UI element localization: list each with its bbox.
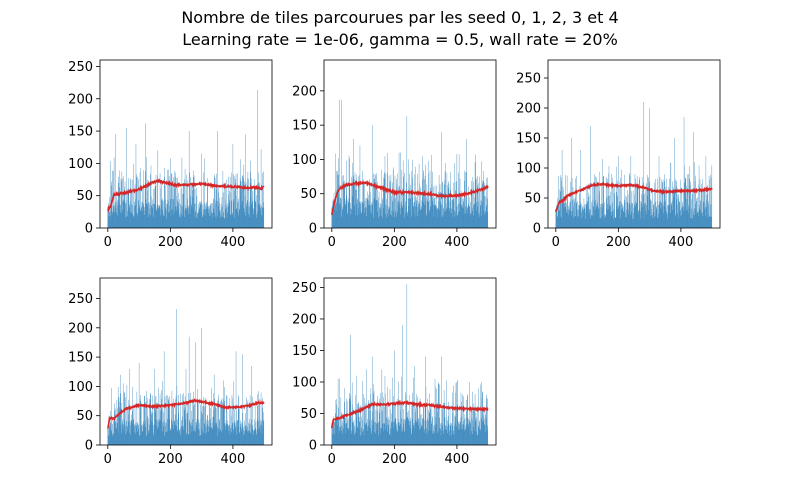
average-line-seed-2: [555, 181, 713, 212]
y-tick-label: 0: [309, 222, 317, 237]
y-tick-label: 250: [68, 292, 93, 307]
y-tick-label: 200: [68, 92, 93, 107]
x-tick-label: 0: [552, 235, 560, 250]
x-tick-label: 0: [328, 452, 336, 467]
y-tick-label: 50: [76, 189, 93, 204]
y-tick-label: 150: [292, 119, 317, 134]
y-tick-label: 50: [300, 187, 317, 202]
bars-seed-4: [331, 284, 489, 445]
figure-title-line2: Learning rate = 1e-06, gamma = 0.5, wall…: [182, 30, 618, 49]
axes-frame: [323, 277, 497, 446]
x-tick-label: 400: [220, 452, 245, 467]
y-tick-label: 200: [292, 84, 317, 99]
y-tick-label: 100: [292, 153, 317, 168]
x-tick-label: 0: [104, 235, 112, 250]
y-tick-label: 150: [68, 351, 93, 366]
y-tick-label: 100: [68, 157, 93, 172]
x-tick-label: 400: [444, 235, 469, 250]
average-line-seed-4: [331, 399, 489, 429]
x-tick-label: 400: [444, 452, 469, 467]
y-tick-label: 150: [68, 125, 93, 140]
y-tick-label: 100: [292, 375, 317, 390]
y-tick-label: 250: [68, 60, 93, 75]
x-tick-label: 0: [328, 235, 336, 250]
y-tick-label: 200: [292, 312, 317, 327]
average-line-seed-3: [107, 397, 265, 429]
y-tick-label: 100: [516, 162, 541, 177]
x-tick-label: 400: [668, 235, 693, 250]
subplot-seed-4: 0 200 400 0 50 100 150 200 250: [292, 277, 497, 467]
y-tick-label: 250: [292, 281, 317, 296]
subplot-seed-1: 0 200 400 0 50 100 150 200: [292, 59, 497, 250]
x-tick-label: 200: [158, 452, 183, 467]
x-tick-label: 200: [382, 452, 407, 467]
figure-title-line1: Nombre de tiles parcourues par les seed …: [181, 8, 619, 27]
y-tick-label: 250: [516, 72, 541, 87]
axes-frame: [99, 277, 273, 446]
y-tick-label: 150: [516, 132, 541, 147]
subplot-seed-3: 0 200 400 0 50 100 150 200 250: [68, 277, 273, 467]
average-line-seed-1: [331, 179, 489, 216]
axes-frame: [323, 59, 497, 229]
y-tick-label: 200: [516, 102, 541, 117]
y-tick-label: 50: [300, 407, 317, 422]
average-line-seed-0: [107, 178, 265, 213]
y-tick-label: 0: [309, 439, 317, 454]
bars-seed-1: [331, 99, 489, 229]
bars-seed-3: [107, 309, 265, 445]
x-tick-label: 400: [220, 235, 245, 250]
x-tick-label: 0: [104, 452, 112, 467]
y-tick-label: 50: [524, 192, 541, 207]
axes-frame: [99, 59, 273, 229]
x-tick-label: 200: [158, 235, 183, 250]
x-tick-label: 200: [382, 235, 407, 250]
y-tick-label: 0: [533, 222, 541, 237]
bars-seed-0: [107, 89, 265, 228]
y-tick-label: 0: [85, 439, 93, 454]
x-tick-label: 200: [606, 235, 631, 250]
subplot-seed-2: 0 200 400 0 50 100 150 200 250: [516, 59, 721, 250]
y-tick-label: 200: [68, 321, 93, 336]
subplot-seed-0: 0 200 400 0 50 100 150 200 250: [68, 59, 273, 250]
axes-frame: [547, 59, 721, 229]
y-tick-label: 50: [76, 409, 93, 424]
y-tick-label: 150: [292, 344, 317, 359]
y-tick-label: 100: [68, 380, 93, 395]
y-tick-label: 0: [85, 222, 93, 237]
bars-seed-2: [555, 102, 713, 228]
